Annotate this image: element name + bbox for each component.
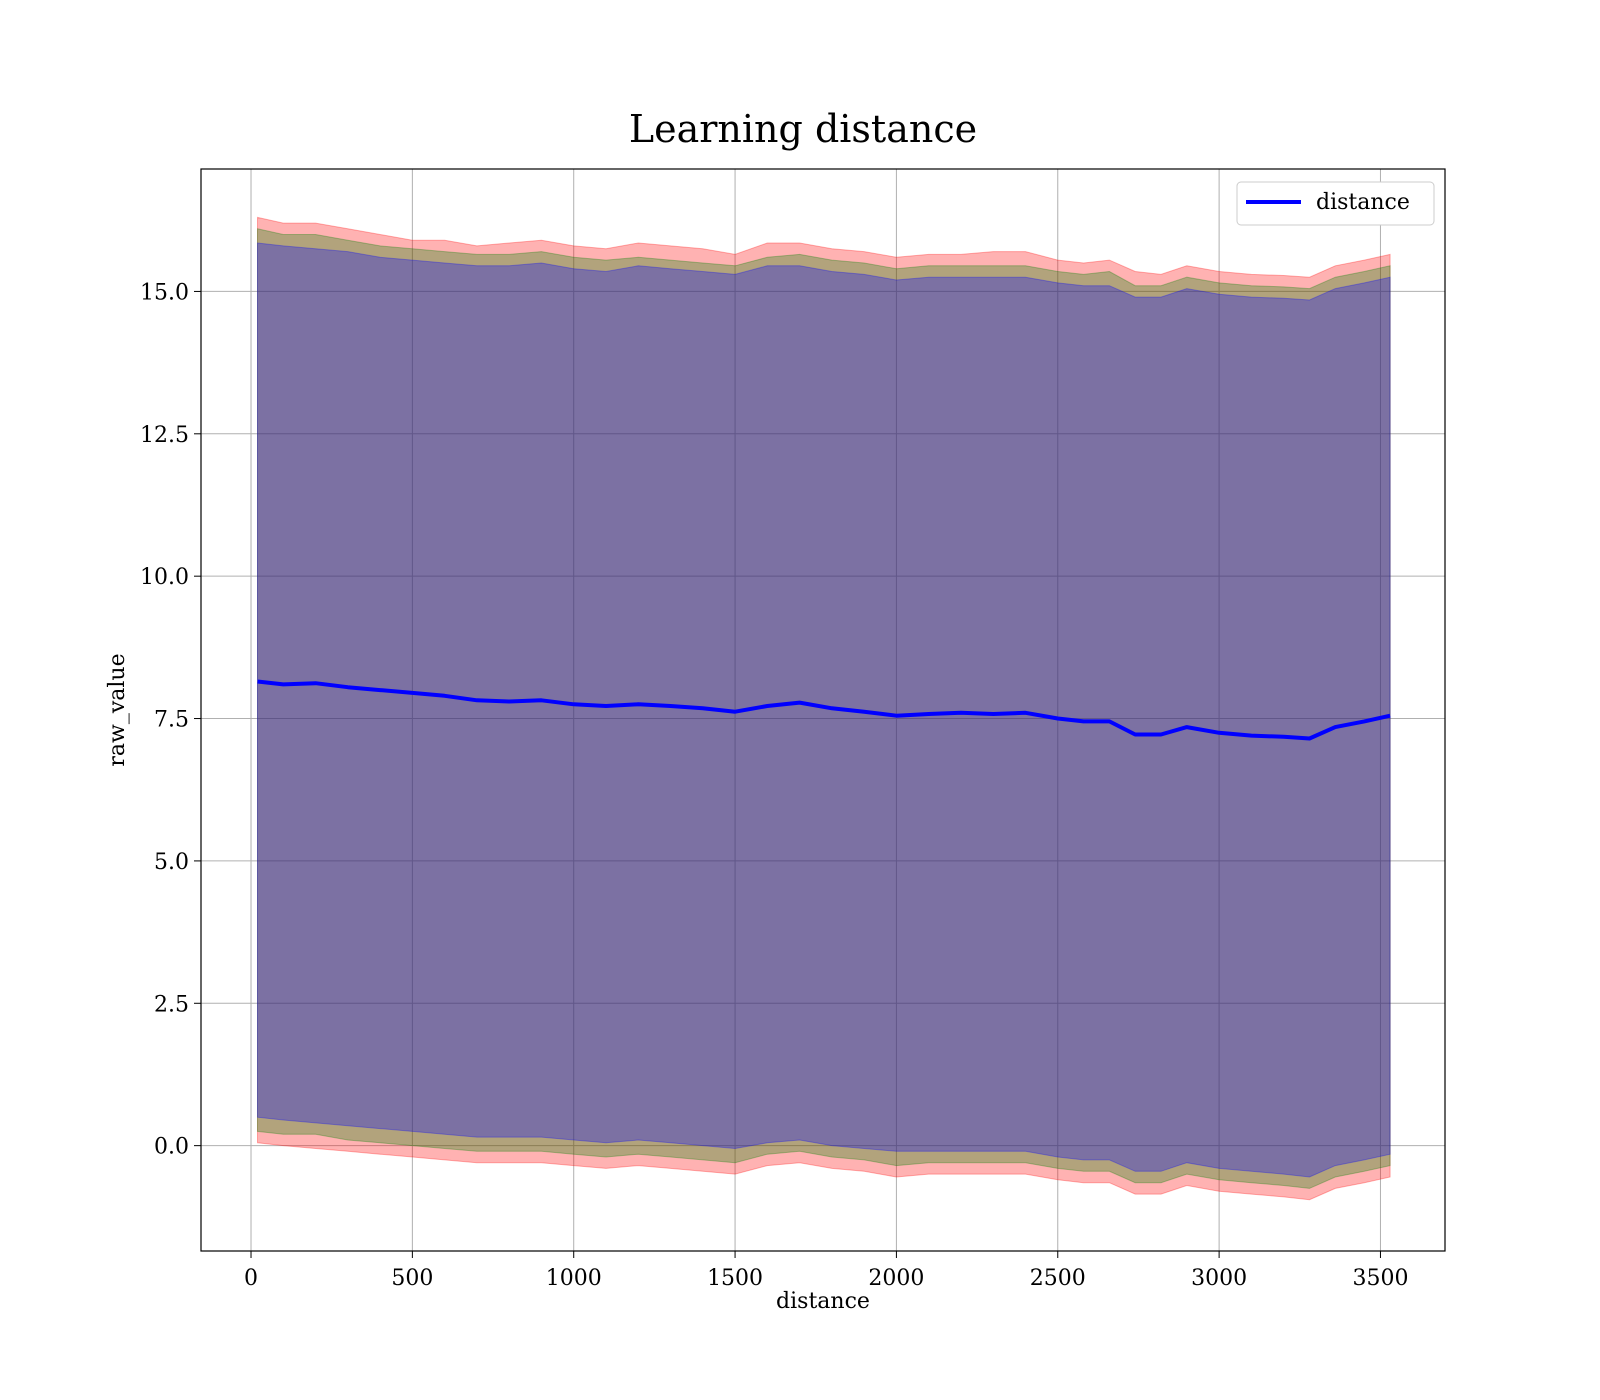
y-tick-label: 2.5 (154, 992, 189, 1017)
x-tick-label: 2000 (868, 1266, 924, 1291)
x-tick-label: 0 (244, 1266, 258, 1291)
plot-area (201, 169, 1445, 1251)
x-axis-label: distance (776, 1289, 870, 1314)
y-tick-label: 12.5 (140, 423, 189, 448)
x-tick-label: 3000 (1191, 1266, 1247, 1291)
confidence-band-2 (257, 242, 1391, 1178)
x-axis: 0 500 1000 1500 2000 2500 3000 3500 (244, 1251, 1408, 1291)
y-tick-label: 7.5 (154, 708, 189, 733)
x-tick-label: 2500 (1030, 1266, 1086, 1291)
legend-entry-label: distance (1316, 190, 1410, 215)
y-tick-label: 0.0 (154, 1135, 189, 1160)
y-axis: 0.0 2.5 5.0 7.5 10.0 12.5 15.0 (140, 280, 201, 1160)
y-axis-label: raw_value (105, 653, 130, 766)
x-tick-label: 1500 (707, 1266, 763, 1291)
y-tick-label: 10.0 (140, 565, 189, 590)
legend-box (1236, 181, 1435, 226)
x-tick-label: 3500 (1352, 1266, 1408, 1291)
chart-title: Learning distance (629, 107, 977, 151)
grid-lines (201, 169, 1445, 1251)
plot-frame (200, 168, 1446, 1252)
y-tick-label: 5.0 (154, 850, 189, 875)
x-tick-label: 500 (391, 1266, 433, 1291)
x-tick-label: 1000 (546, 1266, 602, 1291)
series-line-distance (257, 679, 1391, 741)
series-lines (257, 679, 1391, 741)
y-tick-label: 15.0 (140, 280, 189, 305)
legend: distance (1236, 181, 1435, 226)
